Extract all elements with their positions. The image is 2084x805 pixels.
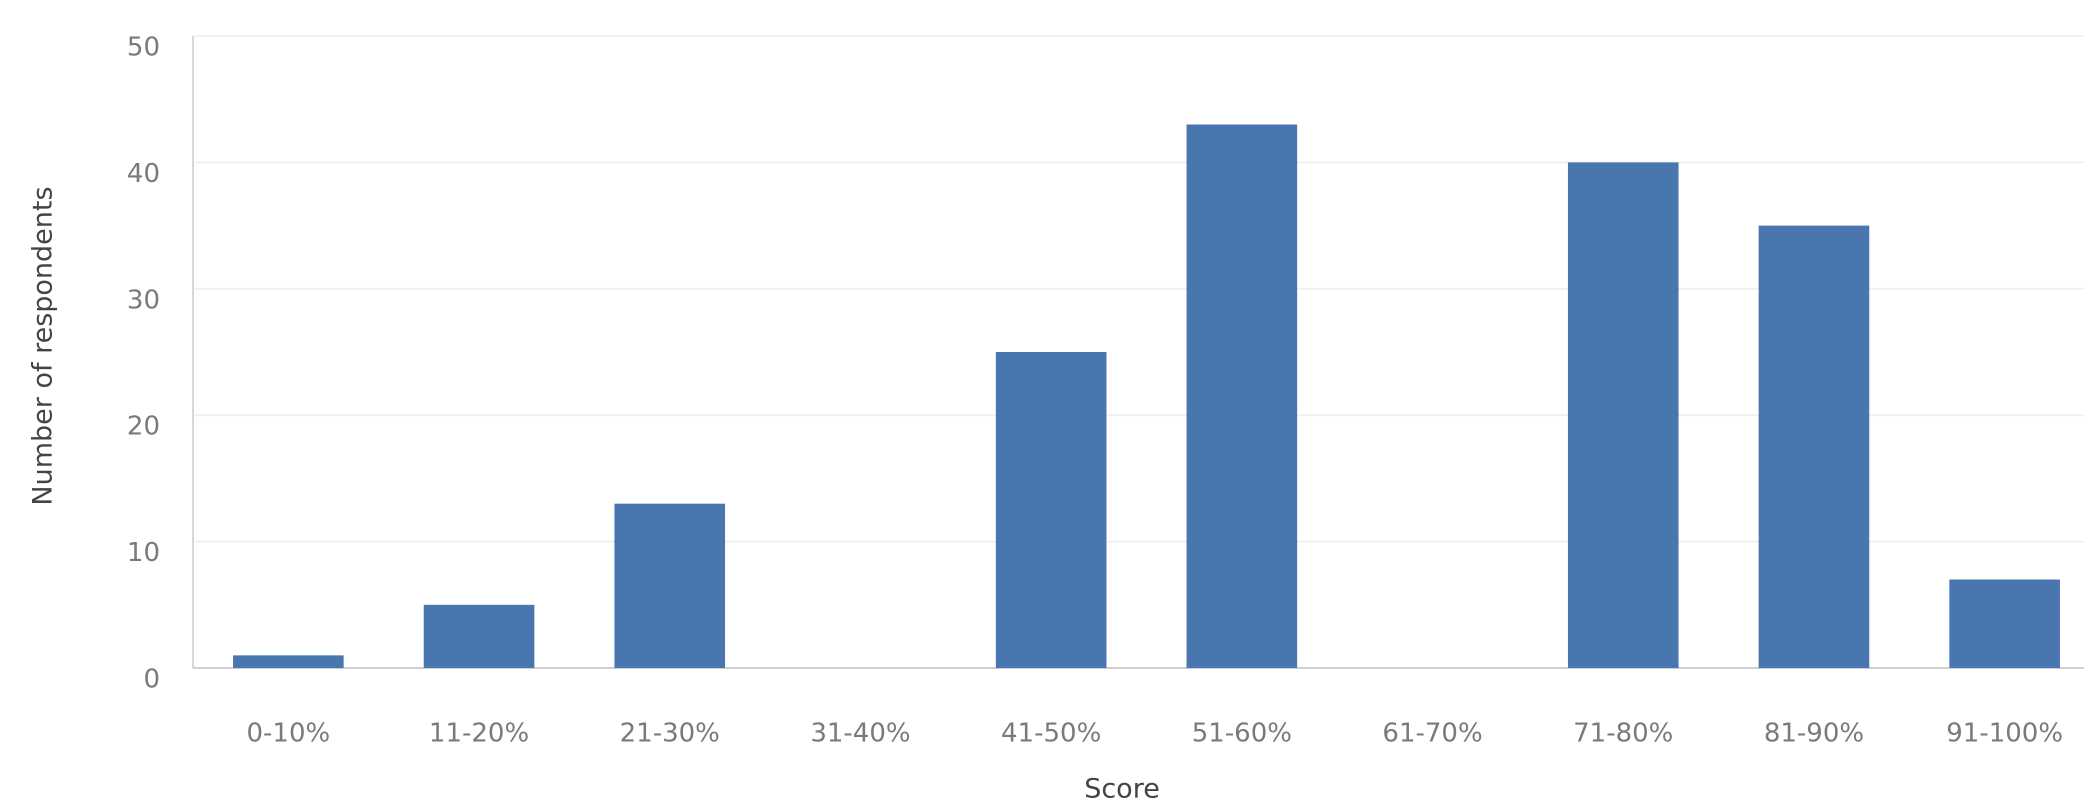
bar [1949,579,2060,668]
x-tick-label: 21-30% [620,719,720,749]
bar [233,655,344,668]
bar [614,503,726,668]
bar [423,604,535,668]
x-tick-label: 0-10% [246,719,330,749]
y-tick-label: 30 [127,285,160,315]
y-tick-label: 50 [127,33,160,63]
y-tick-label: 40 [127,159,160,189]
x-tick-label: 61-70% [1382,719,1482,749]
y-tick-label: 20 [127,412,160,442]
y-tick-label: 0 [143,665,160,695]
bar [995,352,1107,668]
x-tick-label: 51-60% [1192,719,1292,749]
x-axis-title: Score [1084,774,1160,805]
x-tick-label: 91-100% [1946,719,2063,749]
y-tick-label: 10 [127,538,160,568]
x-tick-label: 31-40% [810,719,910,749]
y-axis-title: Number of respondents [28,186,59,505]
bar [1758,225,1870,668]
x-tick-label: 11-20% [429,719,529,749]
x-tick-label: 71-80% [1573,719,1673,749]
x-tick-label: 41-50% [1001,719,1101,749]
x-tick-label: 81-90% [1764,719,1864,749]
bar [1186,124,1298,669]
bar [1567,162,1679,668]
